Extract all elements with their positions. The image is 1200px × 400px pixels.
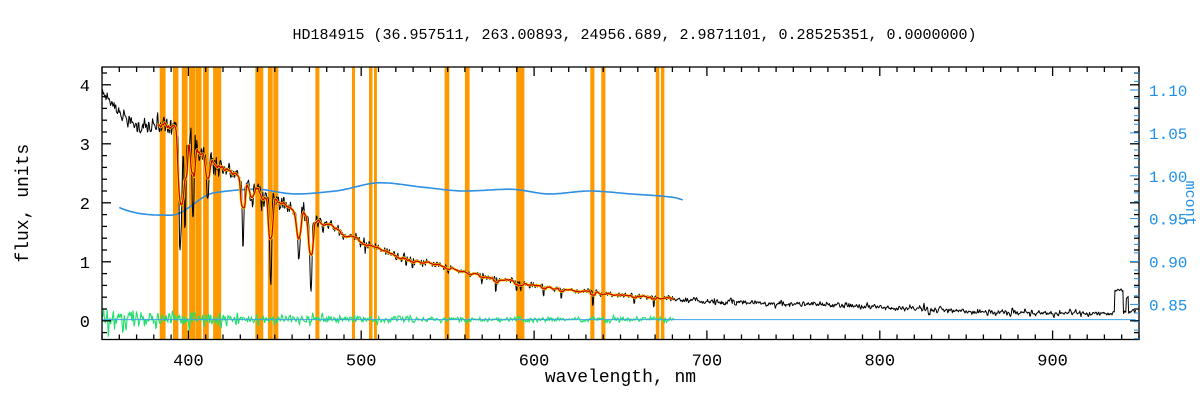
svg-text:700: 700	[692, 353, 723, 372]
svg-text:1.05: 1.05	[1149, 126, 1187, 144]
svg-text:flux, units: flux, units	[14, 144, 34, 263]
svg-text:3: 3	[80, 137, 90, 156]
svg-text:2: 2	[80, 196, 90, 215]
svg-text:0.85: 0.85	[1149, 297, 1187, 315]
svg-text:800: 800	[864, 353, 895, 372]
svg-text:4: 4	[80, 78, 90, 97]
svg-text:1.10: 1.10	[1149, 83, 1187, 101]
svg-text:900: 900	[1037, 353, 1068, 372]
svg-text:0: 0	[80, 314, 90, 333]
svg-text:500: 500	[346, 353, 377, 372]
svg-text:0.90: 0.90	[1149, 255, 1187, 273]
svg-text:HD184915 (36.957511, 263.00: HD184915 (36.957511, 263.00893, 24956.68…	[292, 27, 976, 44]
svg-text:400: 400	[173, 353, 204, 372]
svg-text:mcont: mcont	[1181, 181, 1198, 226]
svg-text:wavelength, nm: wavelength, nm	[545, 368, 696, 388]
svg-text:1: 1	[80, 255, 90, 274]
